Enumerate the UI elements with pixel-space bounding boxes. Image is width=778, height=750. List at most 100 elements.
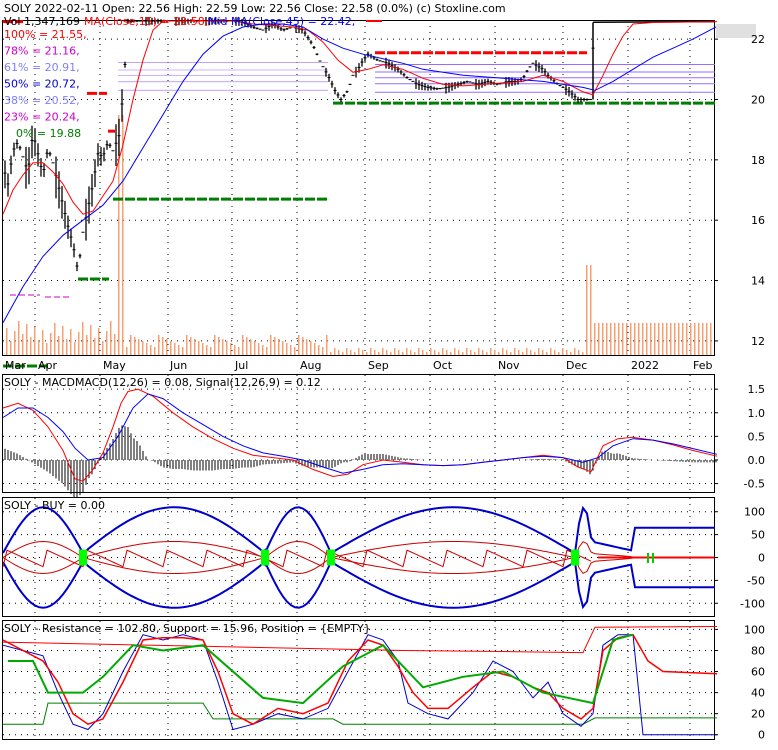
volume-bar [278,339,280,355]
volume-bar [546,352,548,355]
volume-bar [406,348,408,355]
volume-bar [62,326,64,355]
ma45-line [2,23,718,324]
volume-bar [198,341,200,355]
volume-bar [262,345,264,355]
volume-bar [298,335,300,355]
volume-bar [150,345,152,355]
volume-bar [38,340,40,355]
position-tick-label-4: 80 [751,644,765,657]
position-green-line [8,633,634,705]
volume-bar [66,339,68,355]
fib-label-2: 61% = 20.91, [4,61,80,74]
chart-header: SOLY 2022-02-11 Open: 22.56 High: 22.59 … [4,2,506,15]
volume-bar [666,323,668,355]
volume-bar [330,352,332,355]
volume-bar [10,341,12,355]
volume-bar [6,328,8,355]
midma-label: Mid MA(Close,45) = 22.42, [208,15,355,28]
volume-bar [18,321,20,355]
x-tick-label-4: Jul [234,359,248,372]
volume-bar [550,348,552,355]
signal-line [2,393,718,474]
macd-tick-label-2: 0.5 [748,430,766,443]
volume-bar [246,337,248,355]
volume-bar [586,265,588,355]
macd-tick-label-0: -0.5 [744,478,765,491]
volume-bar [678,323,680,355]
price-tick-label-1: 14 [751,275,765,288]
volume-bar [34,327,36,355]
volume-bar [158,335,160,355]
volume-bar [526,348,528,355]
volume-bar [230,343,232,355]
ma15-label: MA(Close,15) = 22.58, [84,15,208,28]
buy-marker-2 [327,549,335,566]
buy-marker-3 [571,549,579,566]
volume-bar [422,350,424,355]
x-tick-label-8: Nov [498,359,520,372]
volume-bars [6,115,712,355]
volume-bar [518,350,520,355]
x-tick-label-3: Jun [169,359,187,372]
volume-bar [534,352,536,355]
buy-tick-label-4: 100 [744,506,765,519]
price-tick-label-4: 20 [751,93,765,106]
volume-bar [398,350,400,355]
volume-bar [426,352,428,355]
volume-bar [510,352,512,355]
volume-bar [706,323,708,355]
price-panel-frame [2,20,715,356]
volume-bar [682,323,684,355]
volume-bar [318,345,320,355]
volume-bar [566,350,568,355]
volume-bar [138,339,140,355]
x-tick-label-10: 2022 [631,359,659,372]
volume-bar [610,323,612,355]
volume-bar [542,350,544,355]
volume-bar [98,328,100,355]
price-tick-label-5: 22 [751,33,765,46]
volume-bar [638,323,640,355]
position-tick-label-0: 0 [758,729,765,742]
volume-bar [306,339,308,355]
volume-bar [494,350,496,355]
volume-bar [166,339,168,355]
buy-upper-band [2,505,715,555]
volume-bar [558,352,560,355]
volume-bar [186,335,188,355]
volume-bar [110,321,112,355]
volume-bar [594,323,596,355]
macd-tick-label-1: 0.0 [748,454,766,467]
volume-bar [634,323,636,355]
volume-bar [374,350,376,355]
volume-bar [294,347,296,355]
x-tick-label-0: Mar [5,359,26,372]
volume-bar [58,336,60,355]
volume-bar [70,329,72,355]
position-red-line [2,633,718,726]
volume-bar [338,350,340,355]
buy-tick-label-0: -100 [740,597,765,610]
x-tick-label-7: Oct [433,359,453,372]
volume-bar [646,323,648,355]
volume-bar [26,324,28,355]
support-line [3,702,717,725]
volume-bar [326,335,328,355]
volume-bar [622,323,624,355]
buy-tick-label-1: -50 [747,574,765,587]
price-tick-label-3: 18 [751,154,765,167]
volume-bar [582,352,584,355]
volume-bar [394,348,396,355]
volume-bar [182,347,184,355]
buy-marker-1 [261,549,269,566]
buy-inner-upper [2,540,715,559]
volume-bar [486,352,488,355]
macd-tick-label-4: 1.5 [748,383,766,396]
volume-bar [578,350,580,355]
volume-bar [282,341,284,355]
volume-bar [702,323,704,355]
volume-bar [506,350,508,355]
volume-bar [162,337,164,355]
